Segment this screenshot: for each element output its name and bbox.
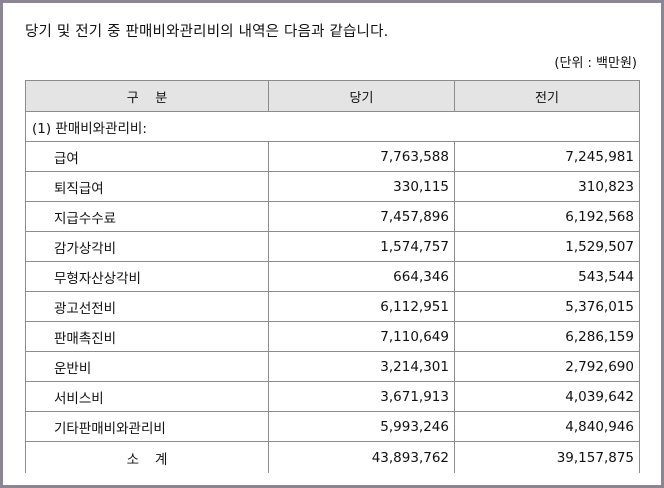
row-prior-value: 5,376,015 (454, 291, 640, 322)
row-label: 서비스비 (25, 381, 269, 412)
row-current-value: 3,214,301 (268, 351, 455, 382)
subtotal-label: 소계 (25, 441, 269, 473)
row-prior-value: 1,529,507 (454, 231, 640, 262)
row-current-value: 7,763,588 (268, 141, 455, 172)
table-row: 지급수수료 7,457,896 6,192,568 (25, 201, 640, 232)
subtotal-current-value: 43,893,762 (268, 441, 455, 473)
table-row: 무형자산상각비 664,346 543,544 (25, 261, 640, 292)
row-label: 기타판매비와관리비 (25, 411, 269, 442)
row-current-value: 664,346 (268, 261, 455, 292)
table-row: 감가상각비 1,574,757 1,529,507 (25, 231, 640, 262)
row-prior-value: 4,039,642 (454, 381, 640, 412)
header-current-period: 당기 (268, 80, 455, 112)
row-label: 지급수수료 (25, 201, 269, 232)
row-label: 무형자산상각비 (25, 261, 269, 292)
row-current-value: 1,574,757 (268, 231, 455, 262)
row-current-value: 5,993,246 (268, 411, 455, 442)
row-label: 운반비 (25, 351, 269, 382)
header-prior-period: 전기 (454, 80, 640, 112)
row-prior-value: 4,840,946 (454, 411, 640, 442)
row-current-value: 7,457,896 (268, 201, 455, 232)
row-label: 판매촉진비 (25, 321, 269, 352)
row-prior-value: 2,792,690 (454, 351, 640, 382)
row-current-value: 330,115 (268, 171, 455, 202)
table-row: 판매촉진비 7,110,649 6,286,159 (25, 321, 640, 352)
section-title: (1) 판매비와관리비: (25, 111, 640, 142)
table-row: 퇴직급여 330,115 310,823 (25, 171, 640, 202)
row-label: 퇴직급여 (25, 171, 269, 202)
expense-table: 구 분 당기 전기 (1) 판매비와관리비: 급여 7,763,588 7,24… (25, 80, 640, 473)
row-label: 광고선전비 (25, 291, 269, 322)
row-current-value: 6,112,951 (268, 291, 455, 322)
row-prior-value: 7,245,981 (454, 141, 640, 172)
row-label: 급여 (25, 141, 269, 172)
table-row: 기타판매비와관리비 5,993,246 4,840,946 (25, 411, 640, 442)
table-row: 서비스비 3,671,913 4,039,642 (25, 381, 640, 412)
row-prior-value: 6,192,568 (454, 201, 640, 232)
subtotal-row: 소계 43,893,762 39,157,875 (25, 441, 640, 473)
row-prior-value: 310,823 (454, 171, 640, 202)
intro-text: 당기 및 전기 중 판매비와관리비의 내역은 다음과 같습니다. (25, 24, 389, 40)
table-row: 운반비 3,214,301 2,792,690 (25, 351, 640, 382)
table-row: 급여 7,763,588 7,245,981 (25, 141, 640, 172)
subtotal-prior-value: 39,157,875 (454, 441, 640, 473)
row-prior-value: 543,544 (454, 261, 640, 292)
section-row: (1) 판매비와관리비: (25, 111, 640, 142)
header-category: 구 분 (25, 80, 269, 112)
table-row: 광고선전비 6,112,951 5,376,015 (25, 291, 640, 322)
row-current-value: 7,110,649 (268, 321, 455, 352)
row-label: 감가상각비 (25, 231, 269, 262)
table-header-row: 구 분 당기 전기 (25, 80, 640, 112)
unit-label: (단위 : 백만원) (554, 56, 637, 71)
row-current-value: 3,671,913 (268, 381, 455, 412)
row-prior-value: 6,286,159 (454, 321, 640, 352)
